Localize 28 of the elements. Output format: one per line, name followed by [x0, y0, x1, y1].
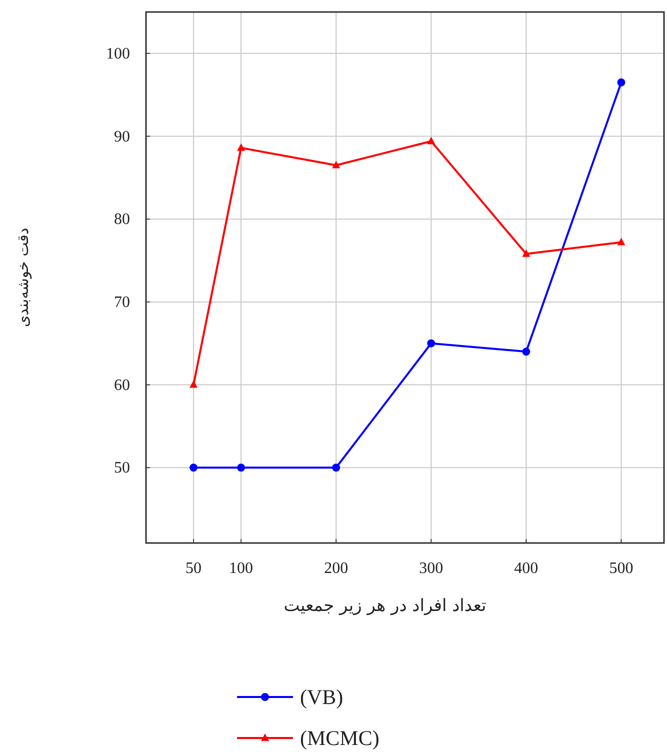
- point: [237, 464, 246, 472]
- y-tick-label: 60: [114, 376, 130, 394]
- x-tick-label: 400: [514, 560, 538, 577]
- x-tick-label: 300: [419, 560, 444, 577]
- point: [237, 143, 246, 151]
- x-tick-label: 50: [186, 560, 202, 577]
- y-tick-label: 90: [114, 128, 130, 146]
- point: [617, 78, 626, 86]
- y-tick-label: 100: [106, 45, 130, 62]
- x-tick-label: 200: [324, 560, 348, 577]
- point: [190, 464, 198, 472]
- point: [190, 380, 198, 388]
- point: [332, 464, 340, 472]
- x-tick-label: 500: [609, 560, 634, 577]
- point: [522, 348, 530, 356]
- y-tick-label: 50: [114, 460, 130, 477]
- y-axis-title: دقت خوشه‌بندی: [14, 228, 32, 328]
- legend-label: (VB): [300, 685, 344, 709]
- point: [427, 136, 436, 144]
- y-tick-label: 70: [114, 294, 130, 311]
- point: [617, 238, 626, 246]
- point: [522, 249, 530, 257]
- x-tick-label: 100: [229, 560, 254, 577]
- point: [332, 160, 340, 168]
- legend-label: (MCMC): [300, 726, 380, 750]
- y-tick-label: 80: [114, 211, 130, 228]
- point: [427, 339, 436, 348]
- x-axis-title: تعداد افراد در هر زیر جمعیت: [284, 596, 487, 616]
